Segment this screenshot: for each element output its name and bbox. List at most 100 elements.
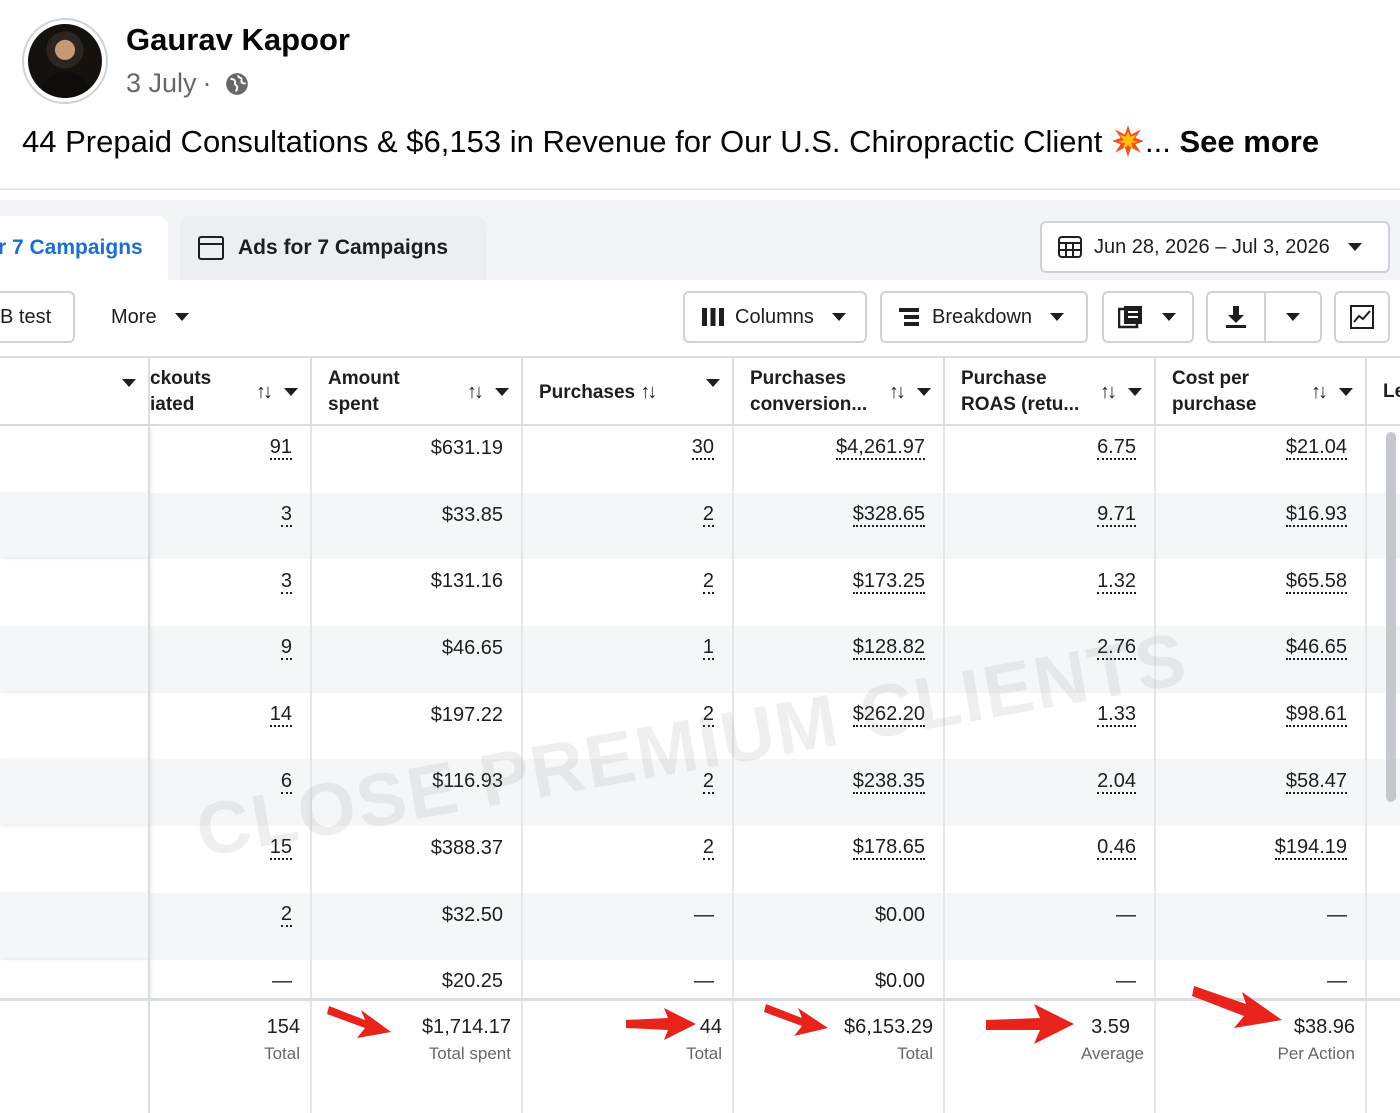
cell-value[interactable]: 30	[691, 436, 714, 461]
chevron-down-icon[interactable]	[1128, 388, 1142, 396]
sort-icon[interactable]: ↑↓	[467, 381, 484, 403]
table-cell: —	[945, 892, 1156, 960]
table-cell: $20.25	[312, 959, 523, 1027]
cell-value[interactable]: 3	[280, 503, 292, 528]
ab-test-button[interactable]: B test	[0, 291, 75, 343]
column-header-truncated[interactable]: Le	[1367, 358, 1400, 426]
table-row[interactable]: 9 $46.65 1 $128.82 2.76 $46.65	[0, 626, 1400, 693]
avatar[interactable]	[22, 18, 108, 104]
cell-value[interactable]: 2	[702, 836, 714, 861]
cell-value[interactable]: 2	[702, 703, 714, 728]
cell-value[interactable]: 2	[702, 503, 714, 528]
row-name-cell[interactable]	[0, 626, 150, 693]
row-name-cell[interactable]	[0, 692, 150, 760]
table-cell: 91	[150, 426, 312, 493]
cell-value: —	[1116, 970, 1136, 993]
table-row[interactable]: 3 $131.16 2 $173.25 1.32 $65.58	[0, 559, 1400, 627]
table-row[interactable]: 15 $388.37 2 $178.65 0.46 $194.19	[0, 826, 1400, 893]
table-cell: —	[523, 959, 734, 1027]
export-button[interactable]	[1208, 293, 1264, 341]
table-row[interactable]: 3 $33.85 2 $328.65 9.71 $16.93	[0, 492, 1400, 560]
date-range-picker[interactable]: Jun 28, 2026 – Jul 3, 2026	[1040, 221, 1390, 273]
row-name-cell[interactable]	[0, 826, 150, 893]
cell-value[interactable]: 2.76	[1097, 636, 1136, 661]
sort-icon[interactable]: ↑↓	[256, 381, 273, 403]
table-row[interactable]: 2 $32.50 — $0.00 — —	[0, 892, 1400, 960]
tab-campaigns[interactable]: r 7 Campaigns	[0, 216, 168, 280]
cell-value[interactable]: $65.58	[1285, 569, 1347, 594]
cell-value[interactable]: 9	[280, 636, 292, 661]
cell-value[interactable]: 1.32	[1097, 569, 1136, 594]
cell-value[interactable]: $46.65	[1285, 636, 1347, 661]
cell-value[interactable]: $328.65	[852, 503, 925, 528]
cell-value[interactable]: $178.65	[852, 836, 925, 861]
table-row[interactable]: 91 $631.19 30 $4,261.97 6.75 $21.04	[0, 426, 1400, 493]
sort-icon[interactable]: ↑↓	[640, 381, 657, 403]
column-header-purchases[interactable]: Purchases ↑↓	[523, 358, 734, 426]
row-name-cell[interactable]	[0, 759, 150, 827]
cell-value[interactable]: $194.19	[1274, 836, 1347, 861]
row-name-cell[interactable]	[0, 959, 150, 1027]
cell-value[interactable]: 9.71	[1097, 503, 1136, 528]
cell-value[interactable]: 1	[702, 636, 714, 661]
chevron-down-icon[interactable]	[495, 388, 509, 396]
cell-value[interactable]: 1.33	[1097, 703, 1136, 728]
post-meta: 3 July ·	[126, 68, 250, 99]
table-cell: $58.47	[1156, 759, 1367, 827]
cell-value[interactable]: 2	[702, 569, 714, 594]
table-row[interactable]: — $20.25 — $0.00 — —	[0, 959, 1400, 1027]
cell-value[interactable]: $21.04	[1285, 436, 1347, 461]
header-line: ROAS (retu...	[961, 394, 1080, 415]
cell-value[interactable]: 6	[280, 769, 292, 794]
cell-value[interactable]: 2.04	[1097, 769, 1136, 794]
cell-value[interactable]: $58.47	[1285, 769, 1347, 794]
cell-value[interactable]: $262.20	[852, 703, 925, 728]
cell-value[interactable]: 91	[269, 436, 292, 461]
cell-value[interactable]: 2	[280, 903, 292, 928]
cell-value[interactable]: 3	[280, 569, 292, 594]
cell-value[interactable]: $173.25	[852, 569, 925, 594]
cell-value[interactable]: $98.61	[1285, 703, 1347, 728]
column-header-cost-per-purchase[interactable]: Cost per purchase ↑↓	[1156, 358, 1367, 426]
cell-value[interactable]: 6.75	[1097, 436, 1136, 461]
cell-value[interactable]: 0.46	[1097, 836, 1136, 861]
row-name-cell[interactable]	[0, 492, 150, 560]
column-header-name[interactable]	[0, 358, 150, 426]
cell-value[interactable]: 15	[269, 836, 292, 861]
row-name-cell[interactable]	[0, 892, 150, 960]
row-name-cell[interactable]	[0, 559, 150, 627]
table-cell: 2	[523, 692, 734, 760]
chevron-down-icon[interactable]	[917, 388, 931, 396]
reports-dropdown[interactable]	[1102, 291, 1194, 343]
sort-icon[interactable]: ↑↓	[889, 381, 906, 403]
chevron-down-icon[interactable]	[284, 388, 298, 396]
author-name[interactable]: Gaurav Kapoor	[126, 22, 350, 57]
cell-value[interactable]: $238.35	[852, 769, 925, 794]
column-header-amount-spent[interactable]: Amount spent ↑↓	[312, 358, 523, 426]
chevron-down-icon[interactable]	[1339, 388, 1353, 396]
table-row[interactable]: 6 $116.93 2 $238.35 2.04 $58.47	[0, 759, 1400, 827]
column-header-checkouts[interactable]: ckouts iated ↑↓	[150, 358, 312, 426]
see-more-link[interactable]: See more	[1179, 124, 1320, 159]
cell-value[interactable]: $16.93	[1285, 503, 1347, 528]
sort-icon[interactable]: ↑↓	[1100, 381, 1117, 403]
totals-cell: $1,714.17 Total spent	[312, 1001, 523, 1113]
view-charts-button[interactable]	[1334, 291, 1390, 343]
export-options-button[interactable]	[1263, 293, 1320, 341]
row-name-cell[interactable]	[0, 426, 150, 493]
cell-value[interactable]: $4,261.97	[836, 436, 925, 461]
breakdown-dropdown[interactable]: Breakdown	[880, 291, 1088, 343]
more-dropdown[interactable]: More	[95, 291, 205, 343]
vertical-scrollbar[interactable]	[1386, 432, 1396, 802]
column-header-roas[interactable]: Purchase ROAS (retu... ↑↓	[945, 358, 1156, 426]
column-header-conversion-value[interactable]: Purchases conversion... ↑↓	[734, 358, 945, 426]
columns-dropdown[interactable]: Columns	[683, 291, 867, 343]
cell-value[interactable]: 2	[702, 769, 714, 794]
table-row[interactable]: 14 $197.22 2 $262.20 1.33 $98.61	[0, 692, 1400, 760]
post-date[interactable]: 3 July	[126, 68, 197, 98]
sort-icon[interactable]: ↑↓	[1311, 381, 1328, 403]
chevron-down-icon[interactable]	[706, 379, 720, 387]
cell-value[interactable]: $128.82	[852, 636, 925, 661]
tab-ads[interactable]: Ads for 7 Campaigns	[180, 216, 486, 280]
cell-value[interactable]: 14	[269, 703, 292, 728]
